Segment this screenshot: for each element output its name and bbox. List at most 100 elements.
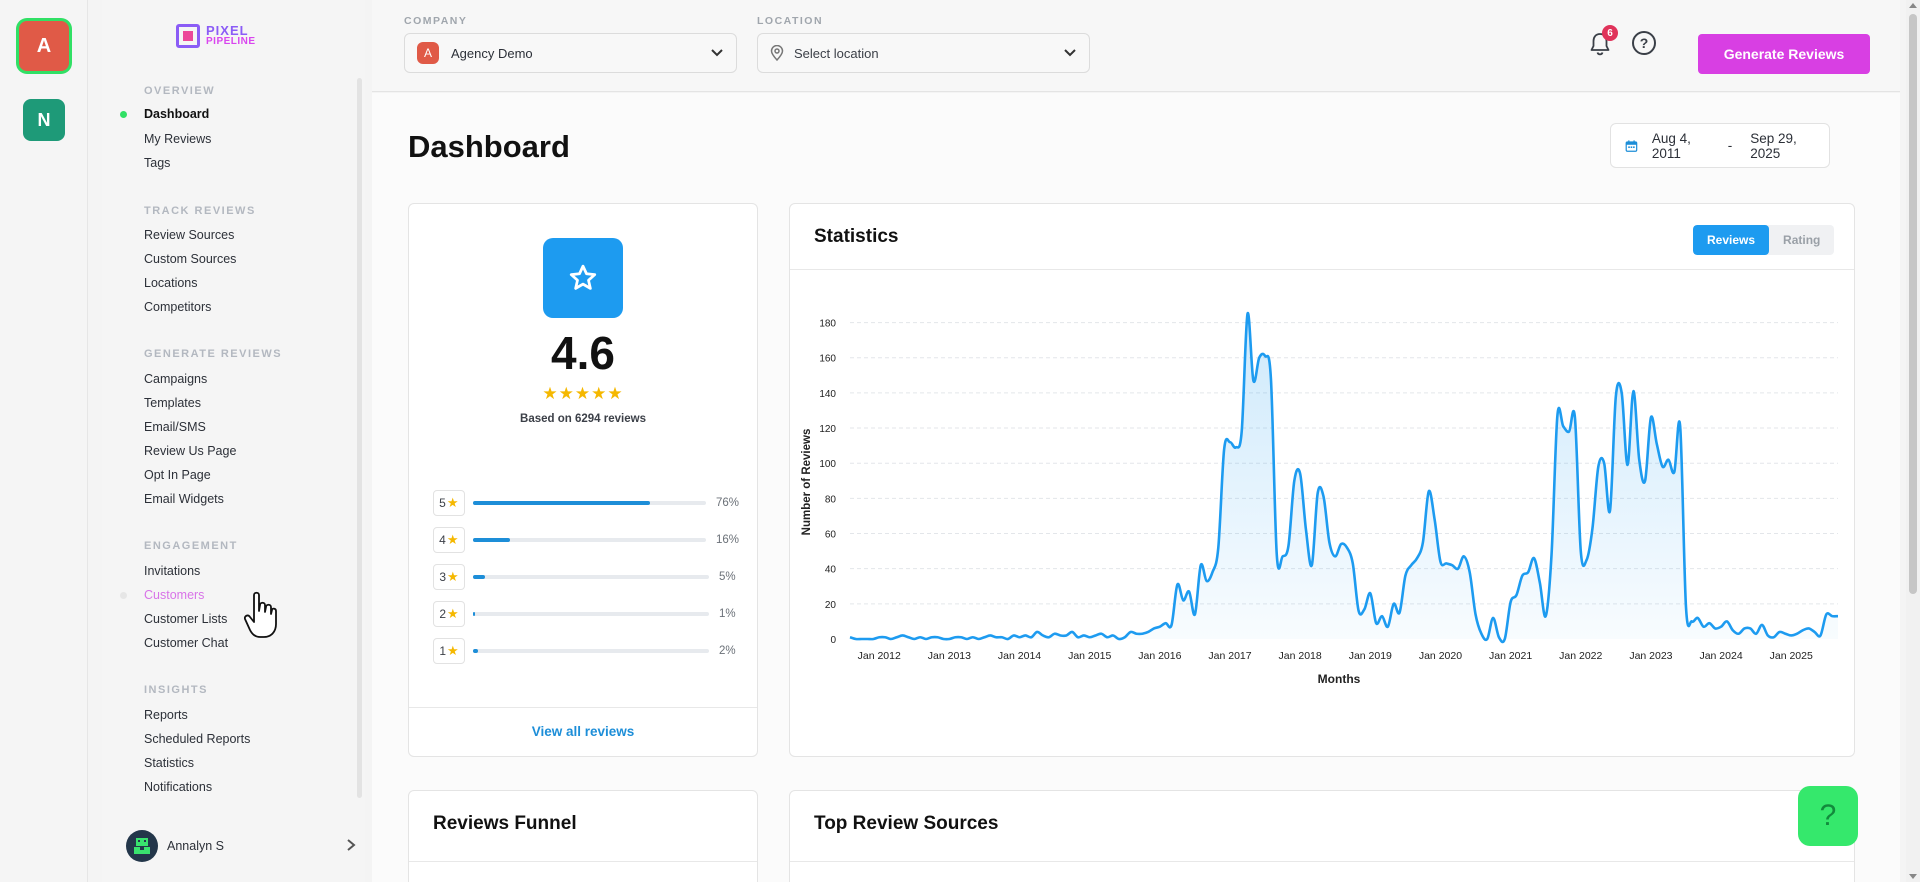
x-tick-label: Jan 2013 <box>928 650 971 662</box>
reviews-chart[interactable]: 0 20 40 60 80 100 120 140 160 180 Jan 2012 Jan 2013… <box>790 270 1856 758</box>
series-line <box>849 312 1839 644</box>
y-tick-label: 0 <box>830 635 836 646</box>
generate-reviews-button[interactable]: Generate Reviews <box>1698 34 1870 74</box>
top-review-sources-card: Top Review Sources <box>789 790 1855 882</box>
hover-indicator-dot <box>120 592 127 599</box>
sidebar-item-scheduled-reports[interactable]: Scheduled Reports <box>144 732 251 746</box>
rating-row-label: 3 ★ <box>433 564 465 590</box>
x-tick-label: Jan 2015 <box>1068 650 1111 662</box>
rating-stars: ★★★★★ <box>542 384 624 403</box>
view-all-reviews-link[interactable]: View all reviews <box>531 724 635 739</box>
statistics-card: Statistics Reviews Rating 0 20 40 60 80 100 12… <box>789 203 1855 757</box>
sidebar-item-my-reviews[interactable]: My Reviews <box>144 132 212 146</box>
main-content: Dashboard Aug 4, 2011 - Sep 29, 2025 4.6… <box>372 93 1900 882</box>
sidebar-item-customers[interactable]: Customers <box>144 588 205 602</box>
x-tick-label: Jan 2012 <box>858 650 901 662</box>
sidebar-item-reports[interactable]: Reports <box>144 708 188 722</box>
card-divider <box>409 707 757 708</box>
reviews-funnel-card: Reviews Funnel <box>408 790 758 882</box>
hand-cursor-icon <box>244 591 277 638</box>
sidebar-item-statistics[interactable]: Statistics <box>144 756 195 770</box>
sidebar-item-customer-chat[interactable]: Customer Chat <box>144 636 229 650</box>
scroll-down-arrow-icon[interactable] <box>1909 874 1917 879</box>
brand-line2: PIPELINE <box>206 36 256 47</box>
sidebar-item-tags[interactable]: Tags <box>144 156 171 170</box>
chevron-down-icon <box>711 49 723 57</box>
sidebar-item-campaigns[interactable]: Campaigns <box>144 372 208 386</box>
rating-row-label: 1 ★ <box>433 638 465 664</box>
rating-percent: 76% <box>715 497 739 509</box>
sidebar-item-review-sources[interactable]: Review Sources <box>144 228 235 242</box>
location-label: LOCATION <box>757 15 824 27</box>
scroll-up-arrow-icon[interactable] <box>1909 3 1917 8</box>
sidebar-item-opt-in-page[interactable]: Opt In Page <box>144 468 211 482</box>
chevron-right-icon[interactable] <box>346 838 356 854</box>
workspace-n-button[interactable]: N <box>23 99 65 141</box>
company-badge: A <box>417 42 439 64</box>
y-tick-label: 180 <box>819 319 836 330</box>
x-tick-label: Jan 2014 <box>998 650 1041 662</box>
sidebar-item-customer-lists[interactable]: Customer Lists <box>144 612 228 626</box>
rating-row-3: 3 ★ 5% <box>433 564 739 590</box>
star-icon: ★ <box>446 532 459 547</box>
sidebar-item-dashboard[interactable]: Dashboard <box>144 107 210 121</box>
location-select[interactable]: Select location <box>757 33 1090 73</box>
nav-section-overview: OVERVIEW <box>144 85 216 97</box>
statistics-header: Statistics Reviews Rating <box>790 204 1854 270</box>
rating-bar-track <box>472 538 706 542</box>
y-tick-label: 140 <box>819 389 836 400</box>
help-icon[interactable]: ? <box>1632 31 1656 55</box>
x-tick-label: Jan 2016 <box>1138 650 1181 662</box>
sidebar-item-locations[interactable]: Locations <box>144 276 198 290</box>
brand-logo[interactable]: PIXEL PIPELINE <box>176 24 256 48</box>
card-divider <box>409 861 757 862</box>
nav-section-track-reviews: TRACK REVIEWS <box>144 205 256 217</box>
company-label: COMPANY <box>404 15 468 27</box>
date-separator: - <box>1727 138 1733 153</box>
x-tick-label: Jan 2017 <box>1208 650 1251 662</box>
company-value: Agency Demo <box>451 45 533 61</box>
sidebar-item-templates[interactable]: Templates <box>144 396 201 410</box>
date-range-picker[interactable]: Aug 4, 2011 - Sep 29, 2025 <box>1610 123 1830 168</box>
user-menu[interactable]: Annalyn S <box>126 830 356 862</box>
sidebar-scrollbar[interactable] <box>357 78 362 798</box>
star-badge <box>543 238 623 318</box>
calendar-icon <box>1625 139 1638 152</box>
nav-section-engagement: ENGAGEMENT <box>144 540 238 552</box>
chevron-down-icon <box>1064 49 1076 57</box>
nav-section-generate-reviews: GENERATE REVIEWS <box>144 348 283 360</box>
location-placeholder: Select location <box>794 45 879 61</box>
brand-line1: PIXEL <box>206 23 249 38</box>
sidebar: PIXEL PIPELINE OVERVIEW Dashboard My Rev… <box>102 0 365 882</box>
toggle-reviews[interactable]: Reviews <box>1693 225 1770 255</box>
sidebar-item-notifications[interactable]: Notifications <box>144 780 213 794</box>
y-tick-label: 20 <box>825 600 837 611</box>
workspace-a-button[interactable]: A <box>19 21 69 71</box>
page-title: Dashboard <box>408 129 570 164</box>
user-name: Annalyn S <box>167 839 224 853</box>
rating-bar-fill <box>472 501 650 505</box>
nav-section-insights: INSIGHTS <box>144 684 208 696</box>
workspace-rail: A N <box>0 0 88 882</box>
y-axis-label: Number of Reviews <box>801 429 813 536</box>
sidebar-item-review-us-page[interactable]: Review Us Page <box>144 444 237 458</box>
sidebar-item-invitations[interactable]: Invitations <box>144 564 201 578</box>
toggle-rating[interactable]: Rating <box>1783 233 1821 247</box>
rating-row-1: 1 ★ 2% <box>433 638 739 664</box>
sidebar-item-custom-sources[interactable]: Custom Sources <box>144 252 237 266</box>
brand-mark-icon <box>176 24 200 48</box>
help-chat-button[interactable]: ? <box>1798 786 1858 846</box>
company-select[interactable]: A Agency Demo <box>404 33 737 73</box>
card-divider <box>790 861 1854 862</box>
x-tick-label: Jan 2023 <box>1629 650 1672 662</box>
sidebar-item-competitors[interactable]: Competitors <box>144 300 212 314</box>
sidebar-item-email-widgets[interactable]: Email Widgets <box>144 492 224 506</box>
sidebar-item-email-sms[interactable]: Email/SMS <box>144 420 206 434</box>
rating-bar-fill <box>472 538 510 542</box>
rating-row-label: 2 ★ <box>433 601 465 627</box>
y-tick-label: 120 <box>819 424 836 435</box>
notification-count-badge: 6 <box>1602 25 1618 41</box>
x-tick-label: Jan 2025 <box>1770 650 1813 662</box>
scrollbar-thumb[interactable] <box>1909 14 1917 594</box>
page-scrollbar[interactable] <box>1906 0 1920 882</box>
